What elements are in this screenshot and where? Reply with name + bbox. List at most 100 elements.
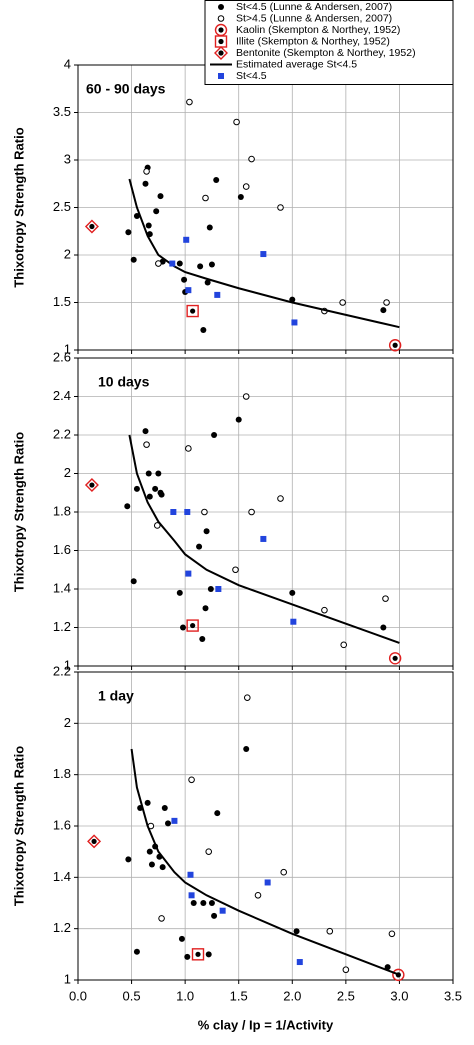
square [296, 959, 303, 966]
square [171, 817, 178, 824]
marker-filled-circle [133, 485, 140, 492]
dot [326, 927, 334, 935]
y-axis-label: Thixotropy Strength Ratio [11, 432, 26, 592]
marker-filled-circle [208, 900, 215, 906]
y-tick-label: 3 [64, 151, 71, 166]
marker-open-circle [201, 508, 208, 516]
dot [197, 263, 204, 270]
ring [388, 339, 402, 352]
dot [202, 605, 209, 612]
dot [203, 528, 210, 535]
ring [191, 948, 205, 961]
marker-open-circle [205, 848, 213, 855]
marker-filled-circle [158, 491, 165, 498]
dot [340, 641, 348, 649]
marker-square [169, 260, 176, 267]
dot [321, 606, 328, 614]
marker-filled-circle [289, 589, 296, 596]
y-tick-label: 1.2 [53, 920, 71, 935]
ring [186, 619, 199, 632]
legend: St<4.5 (Lunne & Andersen, 2007)St>4.5 (L… [204, 0, 454, 85]
dot [380, 624, 387, 631]
plot-frame [77, 357, 454, 667]
dot [214, 810, 221, 817]
marker-filled-circle [218, 4, 224, 10]
dot [176, 589, 183, 596]
marker-filled-circle [200, 900, 207, 906]
marker-open-circle [388, 930, 396, 938]
square [214, 291, 221, 298]
dot [232, 566, 239, 574]
dot [143, 168, 150, 175]
marker-open-circle [339, 299, 346, 306]
x-tick-label: 1.0 [176, 988, 194, 1003]
marker-filled-circle [204, 279, 211, 286]
marker-open-circle [233, 118, 240, 126]
ring [84, 478, 99, 493]
dot [124, 503, 131, 510]
marker-filled-circle [125, 856, 132, 863]
dot [339, 299, 346, 306]
y-tick-label: 2 [64, 246, 71, 261]
y-axis-label: Thixotropy Strength Ratio [11, 127, 26, 287]
marker-diamond-ring [214, 46, 228, 60]
x-tick-label: 2.5 [337, 988, 355, 1003]
marker-filled-circle [205, 951, 212, 958]
y-tick-label: 1 [64, 971, 71, 986]
square [169, 260, 176, 267]
marker-diamond-ring [87, 834, 102, 849]
marker-filled-circle [145, 222, 152, 229]
dot [235, 416, 242, 423]
y-tick-label: 1.8 [53, 766, 71, 781]
marker-filled-circle [190, 900, 197, 906]
marker-filled-circle [153, 208, 160, 215]
marker-open-circle [217, 15, 225, 22]
legend-label: Bentonite (Skempton & Northey, 1952) [236, 47, 416, 59]
y-tick-label: 1 [64, 657, 71, 672]
legend-label: Kaolin (Skempton & Northey, 1952) [236, 24, 400, 36]
y-tick-label: 2.6 [53, 349, 71, 364]
square [290, 618, 297, 625]
dot [202, 194, 209, 202]
marker-open-circle [243, 694, 251, 701]
dot [176, 260, 183, 267]
marker-open-circle [155, 260, 162, 267]
marker-filled-circle [157, 193, 164, 200]
dot [153, 208, 160, 215]
marker-filled-circle [125, 229, 132, 236]
dot [277, 495, 284, 502]
trend-line [128, 434, 400, 644]
square [183, 236, 190, 243]
panel-label: 10 days [98, 374, 150, 390]
dot [243, 746, 250, 752]
marker-filled-circle [144, 799, 151, 806]
ring [87, 834, 102, 849]
dot [248, 508, 255, 516]
dot [125, 229, 132, 236]
marker-open-circle [153, 522, 161, 529]
square [264, 879, 271, 886]
dot [293, 928, 300, 935]
marker-filled-circle [237, 194, 244, 201]
marker-filled-circle [176, 589, 183, 596]
marker-open-circle [186, 98, 193, 106]
marker-filled-circle [184, 953, 191, 960]
dot [382, 595, 389, 602]
dot [144, 799, 151, 806]
dot [145, 222, 152, 229]
dot [218, 4, 224, 10]
dot [384, 964, 391, 971]
marker-filled-circle [235, 416, 242, 423]
y-tick-label: 1.4 [53, 869, 71, 884]
marker-filled-circle [161, 805, 168, 812]
marker-filled-circle [146, 848, 153, 855]
square [291, 319, 298, 326]
y-tick-label: 1.6 [53, 817, 71, 832]
square [185, 570, 192, 577]
marker-open-circle [277, 495, 284, 502]
square [170, 509, 177, 515]
marker-open-circle [232, 566, 239, 574]
dot [184, 953, 191, 960]
dot [380, 307, 387, 314]
dot [130, 256, 137, 263]
